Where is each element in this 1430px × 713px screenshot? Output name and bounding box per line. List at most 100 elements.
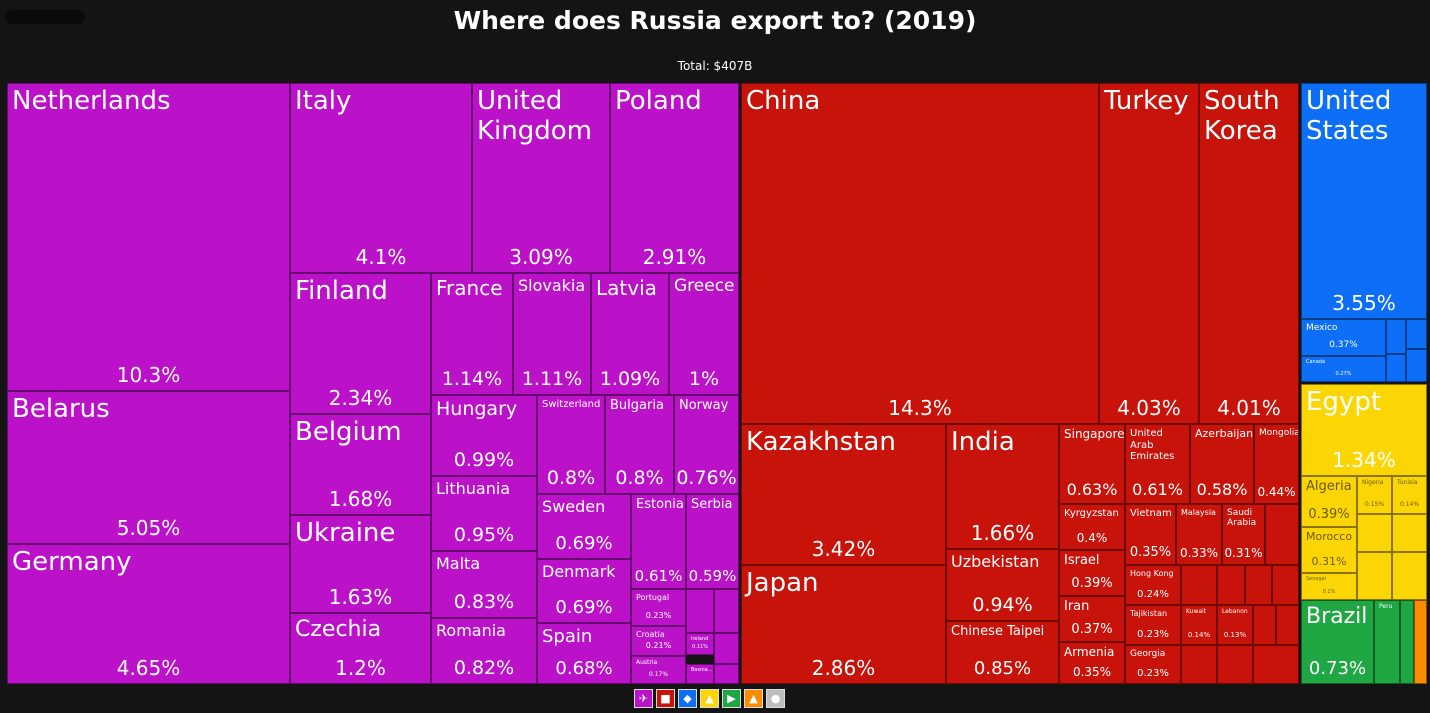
tile-minor[interactable] <box>1357 552 1392 600</box>
tile-hungary[interactable]: Hungary 0.99% <box>431 395 537 476</box>
tile-israel[interactable]: Israel 0.39% <box>1059 550 1125 596</box>
tile-armenia[interactable]: Armenia 0.35% <box>1059 642 1125 684</box>
tile-italy[interactable]: Italy 4.1% <box>290 83 472 273</box>
tile-china[interactable]: China 14.3% <box>741 83 1099 424</box>
tile-minor[interactable] <box>714 589 739 633</box>
tile-south-korea[interactable]: South Korea 4.01% <box>1199 83 1299 424</box>
north-america-icon[interactable]: ◆ <box>678 689 697 708</box>
europe-icon[interactable]: ✈ <box>634 689 653 708</box>
tile-japan[interactable]: Japan 2.86% <box>741 565 946 684</box>
tile-minor[interactable] <box>1406 349 1427 382</box>
tile-mongolia[interactable]: Mongolia 0.44% <box>1254 424 1299 504</box>
tile-iran[interactable]: Iran 0.37% <box>1059 596 1125 642</box>
tile-portugal[interactable]: Portugal 0.23% <box>631 589 686 626</box>
tile-minor[interactable] <box>1392 514 1427 552</box>
tile-united-arab-emirates[interactable]: United Arab Emirates 0.61% <box>1125 424 1190 504</box>
tile-poland[interactable]: Poland 2.91% <box>610 83 739 273</box>
tile-chinese-taipei[interactable]: Chinese Taipei 0.85% <box>946 621 1059 684</box>
tile-croatia[interactable]: Croatia 0.21% <box>631 626 686 656</box>
tile-minor[interactable] <box>1392 552 1427 600</box>
tile-tunisia[interactable]: Tunisia 0.14% <box>1392 476 1427 514</box>
tile-label: Iran <box>1064 599 1090 614</box>
tile-minor[interactable] <box>1253 645 1299 684</box>
tile-minor[interactable] <box>714 633 739 664</box>
tile-ireland[interactable]: Ireland 0.11% <box>686 633 714 655</box>
tile-belgium[interactable]: Belgium 1.68% <box>290 414 431 515</box>
south-america-icon[interactable]: ▶ <box>722 689 741 708</box>
other-icon[interactable]: ● <box>766 689 785 708</box>
asia-icon[interactable]: ■ <box>656 689 675 708</box>
oceania-icon[interactable]: ▲ <box>744 689 763 708</box>
tile-brazil[interactable]: Brazil 0.73% <box>1301 600 1374 684</box>
tile-saudi-arabia[interactable]: Saudi Arabia 0.31% <box>1222 504 1265 565</box>
tile-peru[interactable]: Peru <box>1374 600 1400 684</box>
tile-minor[interactable] <box>1253 605 1276 645</box>
tile-czechia[interactable]: Czechia 1.2% <box>290 613 431 684</box>
tile-minor[interactable] <box>1265 504 1299 565</box>
tile-singapore[interactable]: Singapore 0.63% <box>1059 424 1125 504</box>
tile-spain[interactable]: Spain 0.68% <box>537 623 631 684</box>
tile-belarus[interactable]: Belarus 5.05% <box>7 391 290 544</box>
tile-minor[interactable] <box>1181 565 1217 605</box>
tile-ukraine[interactable]: Ukraine 1.63% <box>290 515 431 613</box>
tile-minor[interactable] <box>1217 645 1253 684</box>
tile-minor[interactable] <box>686 589 714 633</box>
tile-tajikistan[interactable]: Tajikistan 0.23% <box>1125 605 1181 645</box>
tile-hong-kong[interactable]: Hong Kong 0.24% <box>1125 565 1181 605</box>
tile-senegal[interactable]: Senegal 0.1% <box>1301 573 1357 600</box>
tile-minor[interactable] <box>1406 319 1427 349</box>
tile-lebanon[interactable]: Lebanon 0.13% <box>1217 605 1253 645</box>
tile-minor[interactable] <box>1276 605 1299 645</box>
tile-azerbaijan[interactable]: Azerbaijan 0.58% <box>1190 424 1254 504</box>
tile-netherlands[interactable]: Netherlands 10.3% <box>7 83 290 391</box>
tile-norway[interactable]: Norway 0.76% <box>674 395 739 494</box>
tile-india[interactable]: India 1.66% <box>946 424 1059 549</box>
tile-minor[interactable] <box>1414 600 1427 684</box>
tile-kuwait[interactable]: Kuwait 0.14% <box>1181 605 1217 645</box>
tile-minor[interactable] <box>1357 514 1392 552</box>
tile-bosnia[interactable]: Bosnia... <box>686 664 714 684</box>
tile-slovakia[interactable]: Slovakia 1.11% <box>513 273 591 395</box>
tile-sweden[interactable]: Sweden 0.69% <box>537 494 631 559</box>
tile-minor[interactable] <box>1386 354 1406 382</box>
tile-minor[interactable] <box>1217 565 1245 605</box>
tile-lithuania[interactable]: Lithuania 0.95% <box>431 476 537 551</box>
tile-malaysia[interactable]: Malaysia 0.33% <box>1176 504 1222 565</box>
tile-estonia[interactable]: Estonia 0.61% <box>631 494 686 589</box>
tile-egypt[interactable]: Egypt 1.34% <box>1301 384 1427 476</box>
tile-switzerland[interactable]: Switzerland 0.8% <box>537 395 605 494</box>
tile-france[interactable]: France 1.14% <box>431 273 513 395</box>
tile-canada[interactable]: Canada 0.27% <box>1301 356 1386 382</box>
tile-minor[interactable] <box>1181 645 1217 684</box>
tile-romania[interactable]: Romania 0.82% <box>431 618 537 684</box>
tile-bulgaria[interactable]: Bulgaria 0.8% <box>605 395 674 494</box>
tile-minor[interactable] <box>1400 600 1414 684</box>
tile-malta[interactable]: Malta 0.83% <box>431 551 537 618</box>
tile-serbia[interactable]: Serbia 0.59% <box>686 494 739 589</box>
tile-minor[interactable] <box>714 664 739 684</box>
tile-nigeria[interactable]: Nigeria 0.15% <box>1357 476 1392 514</box>
tile-georgia[interactable]: Georgia 0.23% <box>1125 645 1181 684</box>
tile-denmark[interactable]: Denmark 0.69% <box>537 559 631 623</box>
tile-minor[interactable] <box>1272 565 1299 605</box>
tile-latvia[interactable]: Latvia 1.09% <box>591 273 669 395</box>
tile-vietnam[interactable]: Vietnam 0.35% <box>1125 504 1176 565</box>
tile-algeria[interactable]: Algeria 0.39% <box>1301 476 1357 527</box>
tile-germany[interactable]: Germany 4.65% <box>7 544 290 684</box>
tile-united-states[interactable]: United States 3.55% <box>1301 83 1427 319</box>
tile-value: 0.33% <box>1179 545 1219 560</box>
tile-morocco[interactable]: Morocco 0.31% <box>1301 527 1357 573</box>
tile-mexico[interactable]: Mexico 0.37% <box>1301 319 1386 356</box>
tile-kazakhstan[interactable]: Kazakhstan 3.42% <box>741 424 946 565</box>
tile-greece[interactable]: Greece 1% <box>669 273 739 395</box>
tile-united-kingdom[interactable]: United Kingdom 3.09% <box>472 83 610 273</box>
tile-kyrgyzstan[interactable]: Kyrgyzstan 0.4% <box>1059 504 1125 550</box>
tile-minor[interactable] <box>1245 565 1272 605</box>
tile-turkey[interactable]: Turkey 4.03% <box>1099 83 1199 424</box>
tile-uzbekistan[interactable]: Uzbekistan 0.94% <box>946 549 1059 621</box>
tile-finland[interactable]: Finland 2.34% <box>290 273 431 414</box>
tile-label: Turkey <box>1104 86 1189 116</box>
africa-icon[interactable]: ▲ <box>700 689 719 708</box>
tile-minor[interactable] <box>1386 319 1406 354</box>
tile-austria[interactable]: Austria 0.17% <box>631 656 686 684</box>
